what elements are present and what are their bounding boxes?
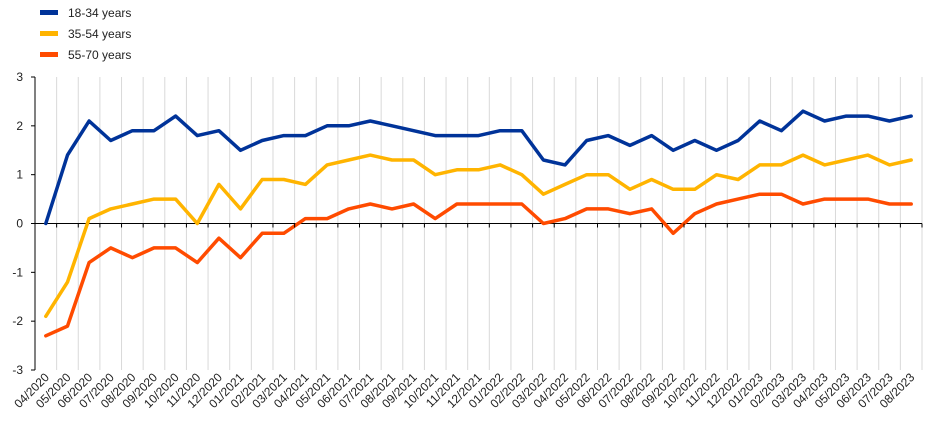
legend-swatch	[40, 31, 58, 36]
legend-swatch	[40, 10, 58, 15]
chart-legend: 18-34 years 35-54 years 55-70 years	[40, 2, 131, 65]
legend-label: 18-34 years	[68, 5, 132, 20]
series-lines	[44, 109, 913, 338]
y-tick-label: -1	[12, 265, 23, 279]
y-tick-label: 0	[16, 217, 23, 231]
legend-label: 35-54 years	[68, 26, 132, 41]
y-tick-label: 1	[16, 168, 23, 182]
y-axis-ticks: 3 2 1 0 -1 -2 -3	[12, 70, 35, 377]
legend-item: 55-70 years	[40, 44, 131, 65]
series-line	[44, 153, 913, 319]
series-line	[44, 109, 913, 226]
legend-item: 35-54 years	[40, 23, 131, 44]
legend-item: 18-34 years	[40, 2, 131, 23]
series-line	[44, 192, 913, 338]
y-tick-label: 2	[16, 119, 23, 133]
legend-label: 55-70 years	[68, 47, 132, 62]
y-tick-label: -3	[12, 363, 23, 377]
legend-swatch	[40, 52, 58, 57]
y-tick-label: 3	[16, 70, 23, 84]
y-tick-label: -2	[12, 314, 23, 328]
